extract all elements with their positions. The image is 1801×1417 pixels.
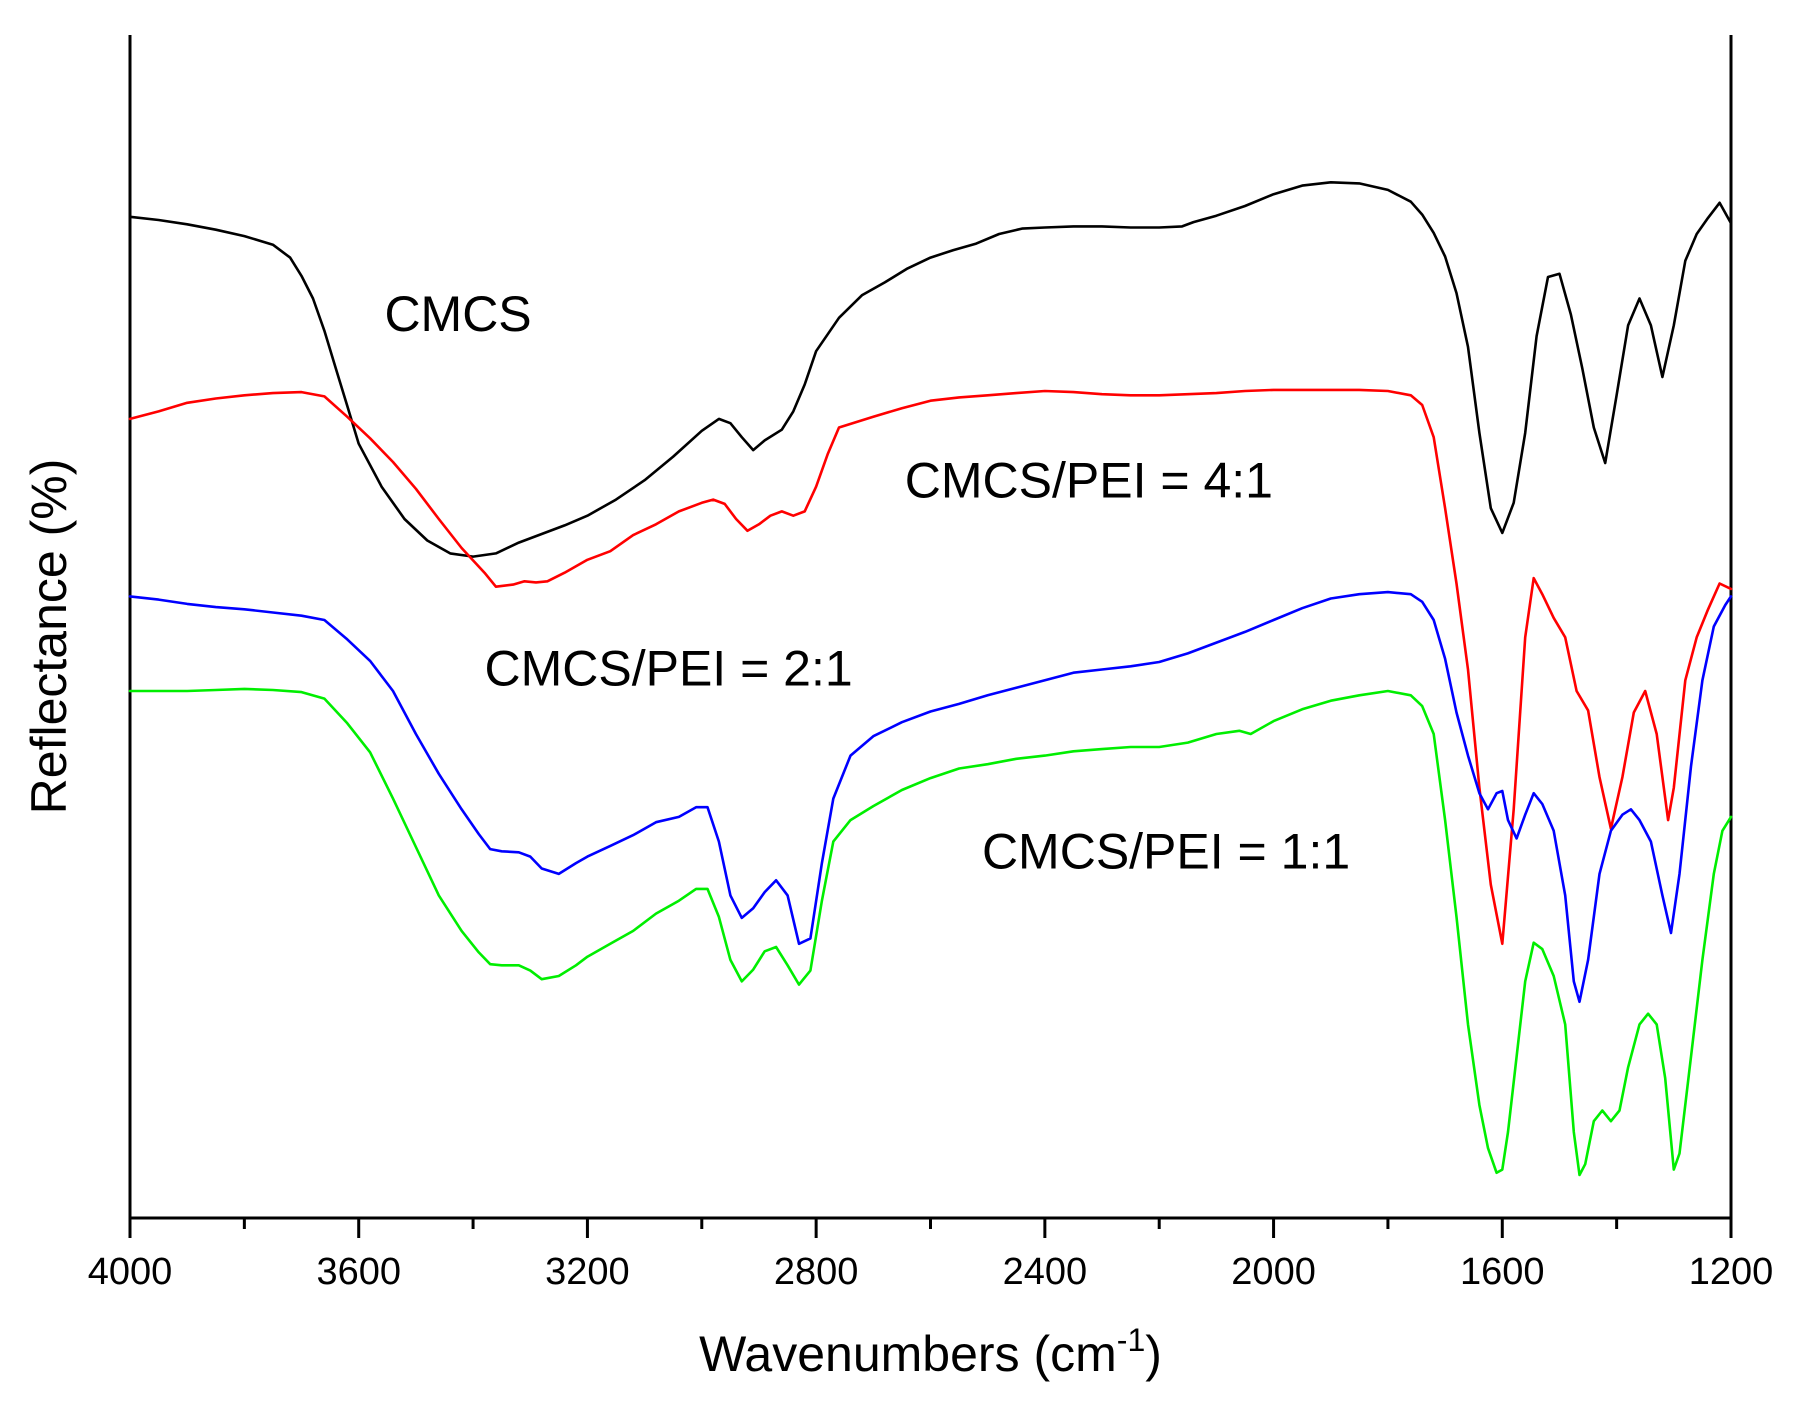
- axes-layer: [128, 35, 1733, 1220]
- x-axis-title: Wavenumbers (cm-1): [699, 1322, 1162, 1382]
- ticks-layer: 4000 3600 3200 2800 2400 2000 1600 1200: [88, 1218, 1774, 1293]
- series-line-2: [128, 590, 1733, 1004]
- series-label-0: CMCS: [384, 286, 531, 342]
- y-axis-title: Reflectance (%): [21, 459, 77, 815]
- x-tick-label: 2000: [1231, 1251, 1316, 1293]
- series-line-1: [128, 388, 1733, 946]
- x-tick-label: 1200: [1689, 1251, 1774, 1293]
- series-label-1: CMCS/PEI = 4:1: [905, 452, 1273, 508]
- x-tick-label: 3200: [545, 1251, 630, 1293]
- x-tick-label: 2400: [1003, 1251, 1088, 1293]
- x-tick-label: 2800: [774, 1251, 859, 1293]
- x-tick-label: 1600: [1460, 1251, 1545, 1293]
- x-tick-label: 4000: [88, 1251, 173, 1293]
- labels-layer: Wavenumbers (cm-1) Reflectance (%) CMCS CMC…: [21, 286, 1350, 1382]
- series-line-3: [128, 687, 1733, 1177]
- series-line-0: [128, 181, 1733, 558]
- series-label-2: CMCS/PEI = 2:1: [485, 641, 853, 697]
- series-layer: [128, 181, 1733, 1177]
- series-label-3: CMCS/PEI = 1:1: [982, 823, 1350, 879]
- x-tick-label: 3600: [316, 1251, 401, 1293]
